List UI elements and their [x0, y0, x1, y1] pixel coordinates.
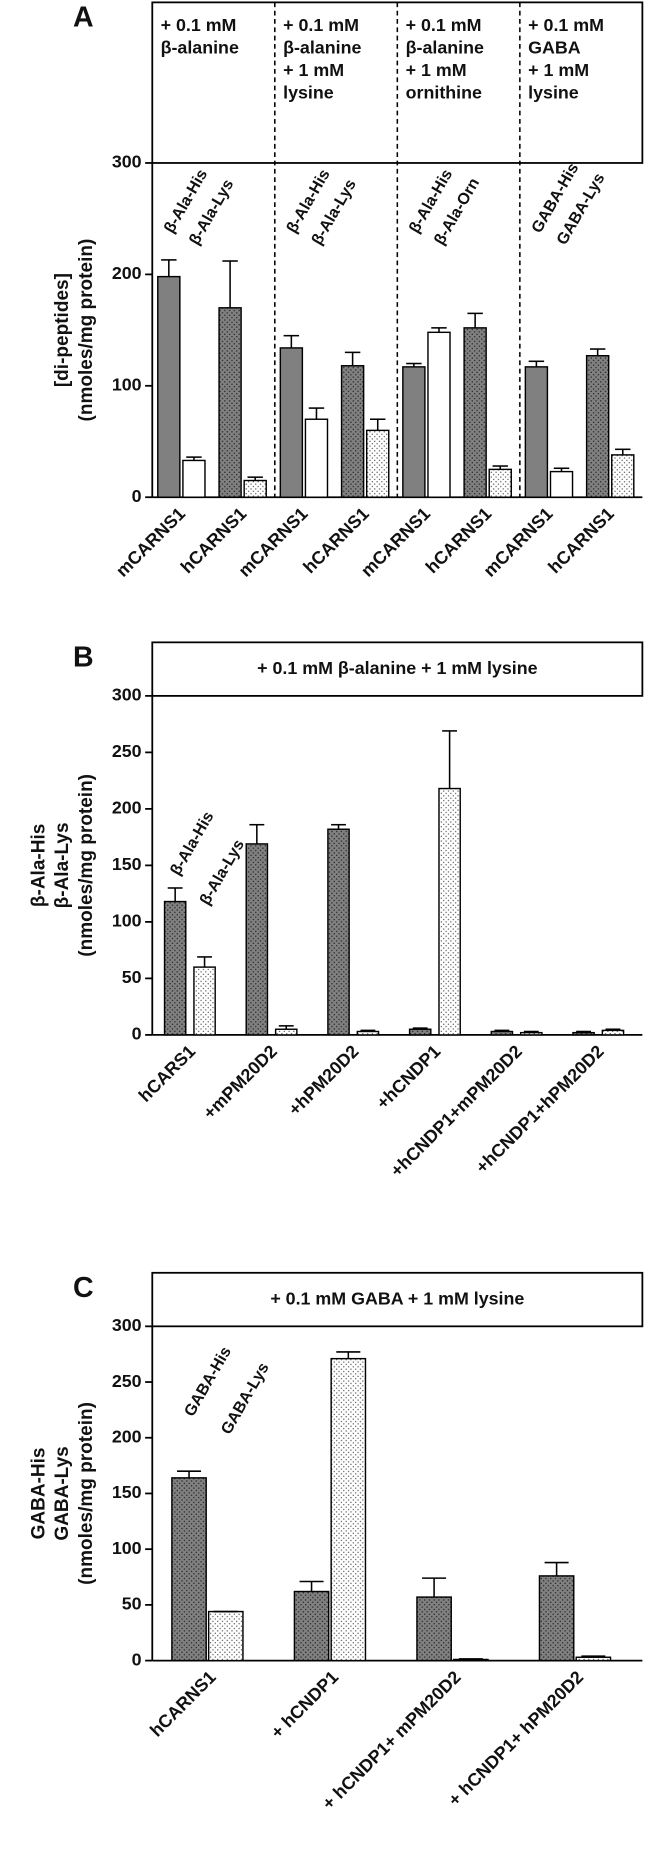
y-tick-label: 200	[112, 263, 142, 283]
panel-letter: A	[73, 2, 94, 34]
series-annotation: β-Ala-Lys	[196, 836, 248, 908]
section-condition: β-alanine	[406, 37, 484, 57]
bar	[330, 1357, 367, 1662]
bar	[245, 843, 269, 1036]
bar	[549, 470, 574, 498]
panel-letter: C	[73, 1272, 94, 1304]
bar	[519, 1031, 543, 1036]
section-condition: β-alanine	[283, 37, 361, 57]
y-tick-label: 100	[112, 375, 142, 395]
y-axis-title: GABA-Lys	[52, 1446, 73, 1540]
bar	[327, 828, 350, 1036]
y-tick-label: 200	[112, 798, 142, 818]
section-condition: + 0.1 mM	[283, 15, 359, 35]
bar	[416, 1596, 452, 1662]
y-tick-label: 300	[112, 1315, 142, 1335]
series-annotation: β-Ala-His	[167, 808, 218, 878]
series-annotation: GABA-Lys	[217, 1359, 272, 1437]
bar	[171, 1477, 207, 1662]
x-tick-label: +hPM20D2	[284, 1041, 362, 1119]
section-condition: ornithine	[406, 83, 482, 103]
header-text: + 0.1 mM β-alanine + 1 mM lysine	[257, 658, 537, 678]
series-annotation: GABA-His	[181, 1343, 235, 1419]
y-tick-label: 200	[112, 1426, 142, 1446]
bar	[402, 366, 426, 498]
bar	[356, 1030, 380, 1036]
y-axis-title: [di-peptides]	[52, 273, 73, 387]
bar	[340, 365, 365, 498]
bar	[293, 1590, 330, 1662]
y-tick-label: 50	[122, 967, 142, 987]
bar	[575, 1656, 612, 1662]
bar	[572, 1031, 595, 1036]
y-tick-label: 0	[132, 486, 142, 506]
header-box	[151, 641, 644, 697]
header-text: + 0.1 mM GABA + 1 mM lysine	[270, 1288, 524, 1308]
y-axis-title: GABA-His	[28, 1447, 49, 1539]
section-condition: + 0.1 mM	[528, 15, 604, 35]
section-condition: β-alanine	[161, 37, 239, 57]
x-tick-label: + hCNDP1+ hPM20D2	[444, 1667, 587, 1810]
bar	[601, 1029, 625, 1036]
y-tick-label: 300	[112, 152, 142, 172]
x-tick-label: hCARS1	[135, 1041, 200, 1106]
section-condition: + 0.1 mM	[161, 15, 237, 35]
bar	[243, 479, 267, 498]
y-tick-label: 0	[132, 1024, 142, 1044]
y-axis-title: (nmoles/mg protein)	[76, 239, 97, 422]
bar	[304, 418, 329, 498]
bar	[207, 1610, 244, 1662]
bar	[274, 1028, 298, 1036]
bar	[611, 454, 635, 498]
bar	[163, 900, 187, 1036]
x-tick-label: +mPM20D2	[199, 1041, 281, 1123]
y-tick-label: 300	[112, 685, 142, 705]
bar	[182, 459, 206, 498]
bar	[408, 1028, 432, 1036]
bar	[193, 966, 216, 1036]
section-condition: lysine	[283, 83, 334, 103]
x-tick-label: mCARNS1	[112, 503, 189, 580]
y-axis-title: (nmoles/mg protein)	[76, 774, 97, 957]
bar	[438, 787, 461, 1036]
x-tick-label: + hCNDP1+ mPM20D2	[318, 1667, 465, 1814]
bar	[218, 307, 242, 498]
bar	[279, 347, 304, 498]
section-condition: + 0.1 mM	[406, 15, 482, 35]
bar	[157, 275, 181, 498]
y-axis-title: β-Ala-His	[28, 824, 49, 907]
y-tick-label: 150	[112, 854, 142, 874]
x-tick-label: hCARNS1	[544, 503, 618, 577]
y-tick-label: 250	[112, 741, 142, 761]
header-box	[151, 1271, 644, 1328]
y-axis-title: (nmoles/mg protein)	[76, 1402, 97, 1585]
bar	[427, 331, 451, 498]
bar	[490, 1030, 514, 1036]
section-condition: + 1 mM	[406, 60, 467, 80]
y-tick-label: 0	[132, 1649, 142, 1669]
y-tick-label: 50	[122, 1594, 142, 1614]
bar	[365, 429, 390, 498]
section-condition: lysine	[528, 83, 579, 103]
bar	[463, 327, 487, 498]
bar	[585, 355, 610, 498]
y-tick-label: 100	[112, 1538, 142, 1558]
bar	[488, 468, 512, 498]
x-tick-label: hCARNS1	[146, 1667, 220, 1741]
y-tick-label: 150	[112, 1482, 142, 1502]
bar	[538, 1575, 575, 1662]
x-tick-label: +hCNDP1+mPM20D2	[386, 1041, 526, 1181]
panel-letter: B	[73, 642, 94, 674]
y-axis-title: β-Ala-Lys	[52, 822, 73, 908]
section-condition: + 1 mM	[283, 60, 344, 80]
y-tick-label: 100	[112, 911, 142, 931]
x-tick-label: +hCNDP1	[372, 1041, 444, 1113]
bar	[524, 366, 549, 498]
section-condition: + 1 mM	[528, 60, 589, 80]
y-tick-label: 250	[112, 1371, 142, 1391]
section-condition: GABA	[528, 37, 581, 57]
x-tick-label: + hCNDP1	[267, 1667, 342, 1742]
